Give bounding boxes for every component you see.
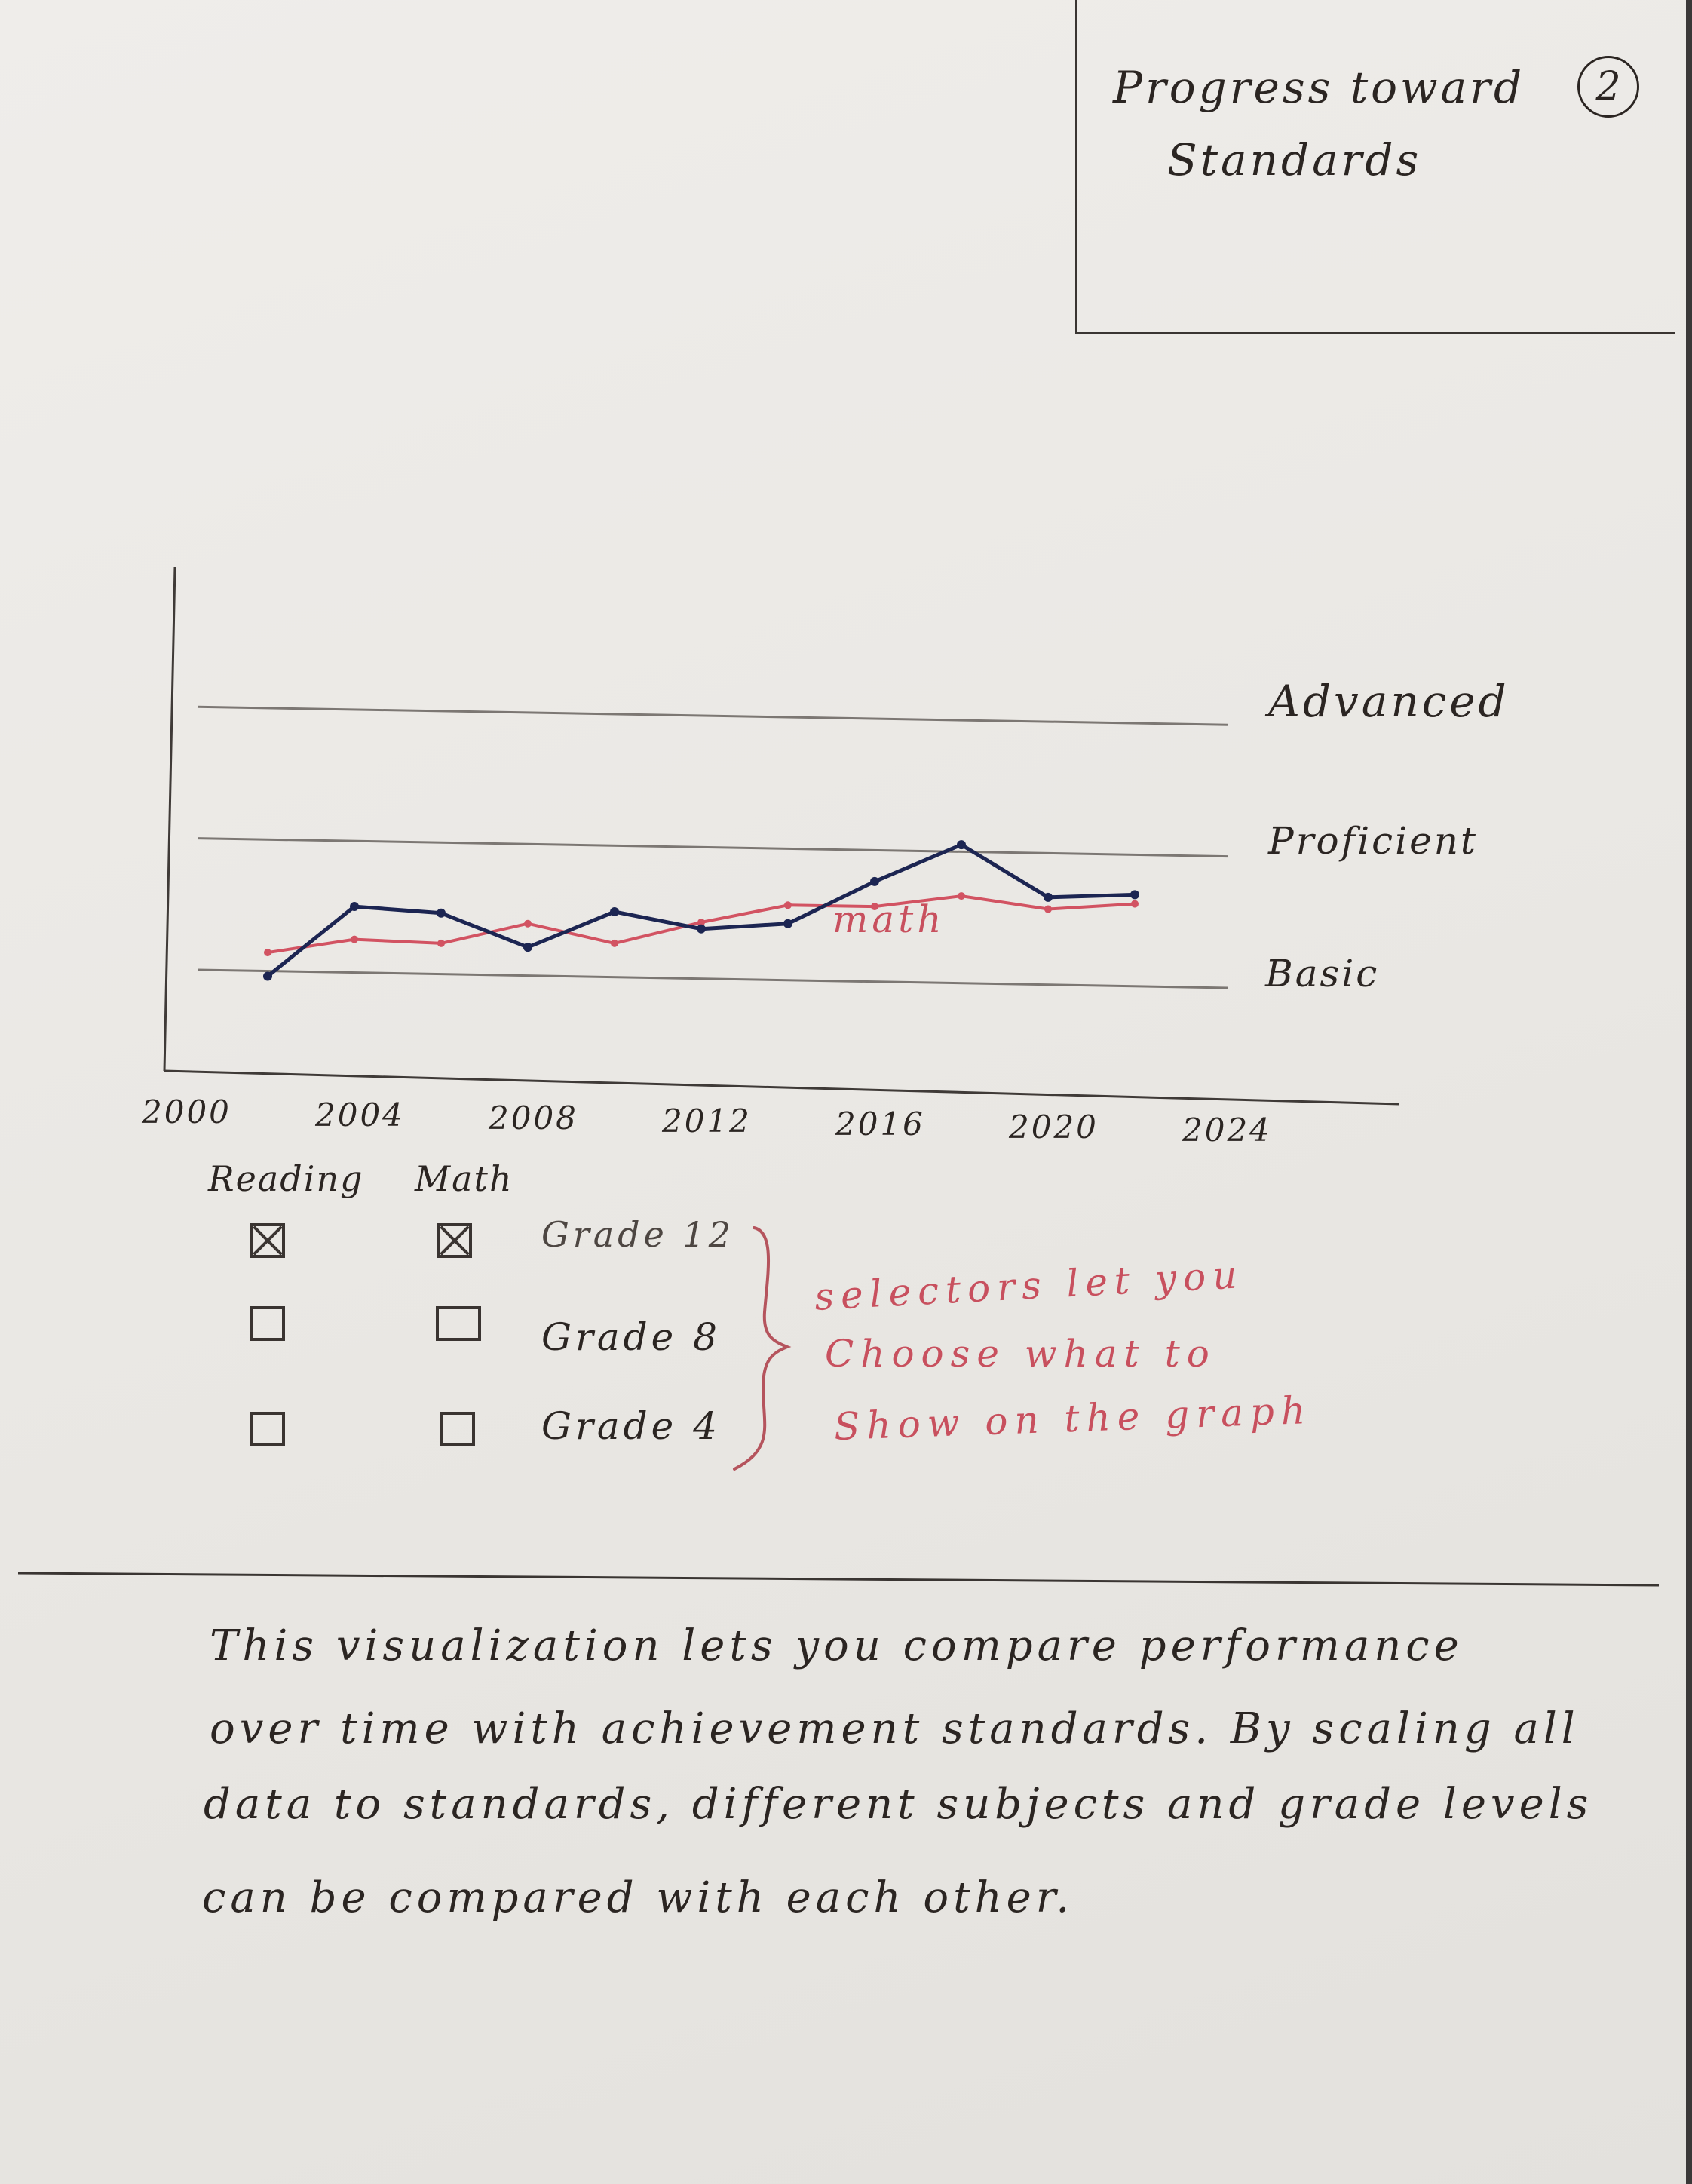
- y-axis-line: [163, 566, 176, 1072]
- data-point-1-2: [437, 908, 446, 918]
- x-tick-label: 2024: [1182, 1112, 1272, 1149]
- description-line-4: can be compared with each other.: [202, 1873, 1074, 1922]
- standard-line-basic: [197, 968, 1228, 989]
- title-box: [1075, 0, 1675, 334]
- x-tick-label: 2012: [662, 1103, 752, 1140]
- data-point-1-9: [1044, 892, 1053, 902]
- data-point-1-7: [870, 876, 879, 886]
- series-line-1: [265, 842, 1137, 978]
- annotation-line-1: selectors let you: [813, 1253, 1245, 1319]
- brace-icon: [733, 1226, 792, 1471]
- series-label-math: math: [832, 897, 946, 941]
- grade-label-12: Grade 12: [541, 1214, 734, 1255]
- grade-label-4: Grade 4: [541, 1404, 721, 1448]
- data-point-0-1: [351, 935, 358, 943]
- x-tick-label: 2000: [142, 1094, 231, 1130]
- data-point-0-3: [524, 919, 532, 928]
- checkbox-reading-grade-4[interactable]: [250, 1412, 285, 1446]
- x-axis-line: [164, 1069, 1400, 1106]
- description-line-3: data to standards, different subjects an…: [204, 1780, 1593, 1829]
- data-point-0-4: [611, 939, 618, 947]
- data-point-1-3: [523, 943, 532, 952]
- annotation-line-3: Show on the graph: [833, 1388, 1313, 1449]
- annotation-line-2: Choose what to: [825, 1332, 1216, 1376]
- data-point-1-4: [610, 907, 619, 917]
- data-point-0-0: [264, 949, 271, 957]
- checkbox-reading-grade-12[interactable]: [250, 1223, 285, 1258]
- standard-line-advanced: [197, 705, 1228, 726]
- data-point-1-8: [957, 840, 966, 850]
- data-point-0-6: [784, 901, 792, 909]
- checkbox-math-grade-4[interactable]: [440, 1412, 475, 1446]
- standard-label-advanced: Advanced: [1268, 676, 1510, 727]
- standard-lines: [197, 705, 1228, 989]
- page-title-line-1: Progress toward: [1113, 62, 1525, 113]
- checkbox-math-grade-12[interactable]: [437, 1223, 472, 1258]
- standard-line-proficient: [197, 837, 1228, 858]
- data-point-0-10: [1131, 900, 1139, 908]
- data-point-1-10: [1130, 890, 1139, 900]
- data-point-0-8: [958, 892, 965, 900]
- standard-label-basic: Basic: [1265, 952, 1380, 995]
- divider: [17, 1572, 1660, 1587]
- x-tick-label: 2016: [835, 1106, 925, 1143]
- data-point-0-9: [1044, 905, 1052, 913]
- data-point-1-5: [697, 924, 706, 934]
- x-tick-label: 2020: [1009, 1109, 1099, 1146]
- data-point-0-5: [697, 918, 705, 926]
- checkbox-reading-grade-8[interactable]: [250, 1306, 285, 1341]
- x-tick-label: 2004: [315, 1097, 405, 1133]
- selector-header-reading: Reading: [208, 1158, 364, 1199]
- data-point-1-1: [350, 902, 359, 912]
- chart: [163, 566, 1400, 1106]
- standard-label-proficient: Proficient: [1268, 819, 1479, 863]
- data-point-1-0: [263, 971, 272, 981]
- description-line-1: This visualization lets you compare perf…: [210, 1621, 1464, 1670]
- selector-header-math: Math: [415, 1158, 513, 1199]
- chart-axes: [163, 566, 1400, 1106]
- data-point-1-6: [783, 919, 792, 928]
- checkbox-math-grade-8[interactable]: [436, 1306, 481, 1341]
- description-line-2: over time with achievement standards. By…: [210, 1704, 1580, 1753]
- series-layer: [263, 840, 1139, 981]
- x-tick-label: 2008: [489, 1100, 578, 1136]
- page-number-badge: 2: [1577, 56, 1639, 118]
- grade-label-8: Grade 8: [541, 1315, 721, 1359]
- data-point-0-2: [437, 939, 445, 947]
- data-point-0-7: [871, 903, 878, 911]
- page-title-line-2: Standards: [1167, 134, 1422, 186]
